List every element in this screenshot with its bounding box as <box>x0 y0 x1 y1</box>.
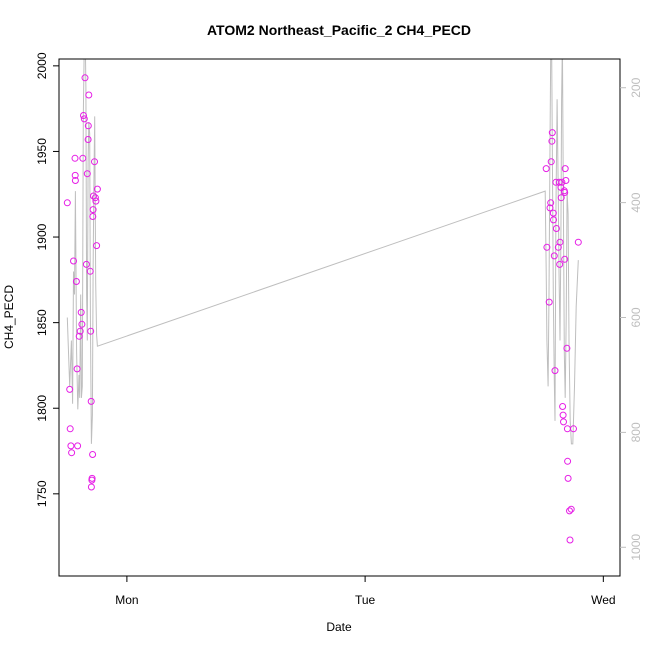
data-point <box>550 216 557 224</box>
data-point <box>81 74 89 82</box>
data-point <box>92 197 100 205</box>
data-point <box>551 367 559 375</box>
data-point <box>562 177 570 184</box>
y2-tick-label: 200 <box>629 77 643 97</box>
chart-title: ATOM2 Northeast_Pacific_2 CH4_PECD <box>207 22 471 38</box>
data-point <box>77 308 85 316</box>
y-tick-label: 2000 <box>35 52 49 79</box>
data-point <box>71 171 79 179</box>
data-point <box>547 199 555 207</box>
x-tick-label: Mon <box>115 593 138 607</box>
data-point <box>556 260 564 268</box>
data-point <box>86 267 94 275</box>
data-point <box>72 278 80 285</box>
data-point <box>70 257 77 265</box>
y-axis-label: CH4_PECD <box>2 285 16 349</box>
data-point <box>547 158 555 166</box>
data-point <box>563 425 571 433</box>
data-point <box>78 320 86 328</box>
data-point <box>545 298 553 306</box>
data-point <box>83 170 91 178</box>
data-point <box>574 238 582 246</box>
data-point <box>91 194 99 202</box>
data-point <box>550 252 558 260</box>
y-tick-label: 1900 <box>35 223 49 250</box>
y-tick-label: 1950 <box>35 138 49 165</box>
data-point <box>74 442 82 450</box>
data-point <box>79 154 87 162</box>
data-point <box>557 194 565 202</box>
data-point <box>561 189 569 196</box>
data-point <box>556 238 564 246</box>
data-point <box>560 418 567 426</box>
data-point <box>85 91 93 99</box>
data-point <box>89 451 97 458</box>
y2-tick-label: 1000 <box>629 534 643 561</box>
data-point <box>84 136 92 143</box>
y2-tick-label: 800 <box>629 422 643 442</box>
data-point <box>89 213 97 220</box>
data-point <box>84 122 92 130</box>
y-tick-label: 1850 <box>35 309 49 336</box>
data-point <box>570 425 577 433</box>
axes-layer: 1750 1800 1850 1900 1950 2000 200 400 600 800 1000… <box>35 52 643 607</box>
data-point <box>80 115 88 123</box>
data-point <box>73 365 81 373</box>
data-point <box>68 449 76 457</box>
data-point <box>559 411 567 419</box>
data-point <box>566 507 573 515</box>
data-point <box>559 403 567 410</box>
points-series-layer <box>63 74 582 544</box>
y-tick-label: 1800 <box>35 395 49 422</box>
data-point <box>63 199 71 207</box>
data-point <box>75 332 83 340</box>
x-axis-label: Date <box>326 620 352 634</box>
data-point <box>566 536 574 544</box>
y-tick-label: 1750 <box>35 480 49 507</box>
data-point <box>87 397 95 405</box>
data-point <box>93 185 101 193</box>
x-tick-label: Wed <box>591 593 615 607</box>
data-point <box>66 385 74 393</box>
data-point <box>89 206 97 214</box>
data-point <box>546 204 554 212</box>
data-point <box>76 327 84 335</box>
line-series-layer <box>66 59 579 445</box>
data-point <box>542 165 550 173</box>
data-point <box>88 474 96 482</box>
data-point <box>67 442 75 450</box>
data-point <box>66 425 74 433</box>
data-point <box>564 457 572 465</box>
data-point <box>561 255 569 263</box>
data-point <box>80 112 87 119</box>
data-point <box>543 243 551 251</box>
data-point <box>552 225 560 232</box>
data-point <box>71 154 79 162</box>
data-point <box>549 209 557 217</box>
data-point <box>548 137 556 145</box>
data-point <box>82 260 90 268</box>
x-tick-label: Tue <box>355 593 376 607</box>
plot-area-border <box>58 58 621 577</box>
data-point <box>563 344 571 352</box>
data-point <box>564 474 572 482</box>
data-point <box>548 129 556 137</box>
data-point <box>567 505 575 513</box>
data-point <box>91 158 98 166</box>
data-point <box>71 177 79 184</box>
data-point <box>561 165 569 173</box>
series-line <box>66 59 579 445</box>
data-point <box>93 242 101 250</box>
y2-tick-label: 400 <box>629 192 643 212</box>
y2-tick-label: 600 <box>629 307 643 327</box>
data-point <box>87 327 95 335</box>
data-point <box>87 483 95 491</box>
data-point <box>558 178 566 186</box>
